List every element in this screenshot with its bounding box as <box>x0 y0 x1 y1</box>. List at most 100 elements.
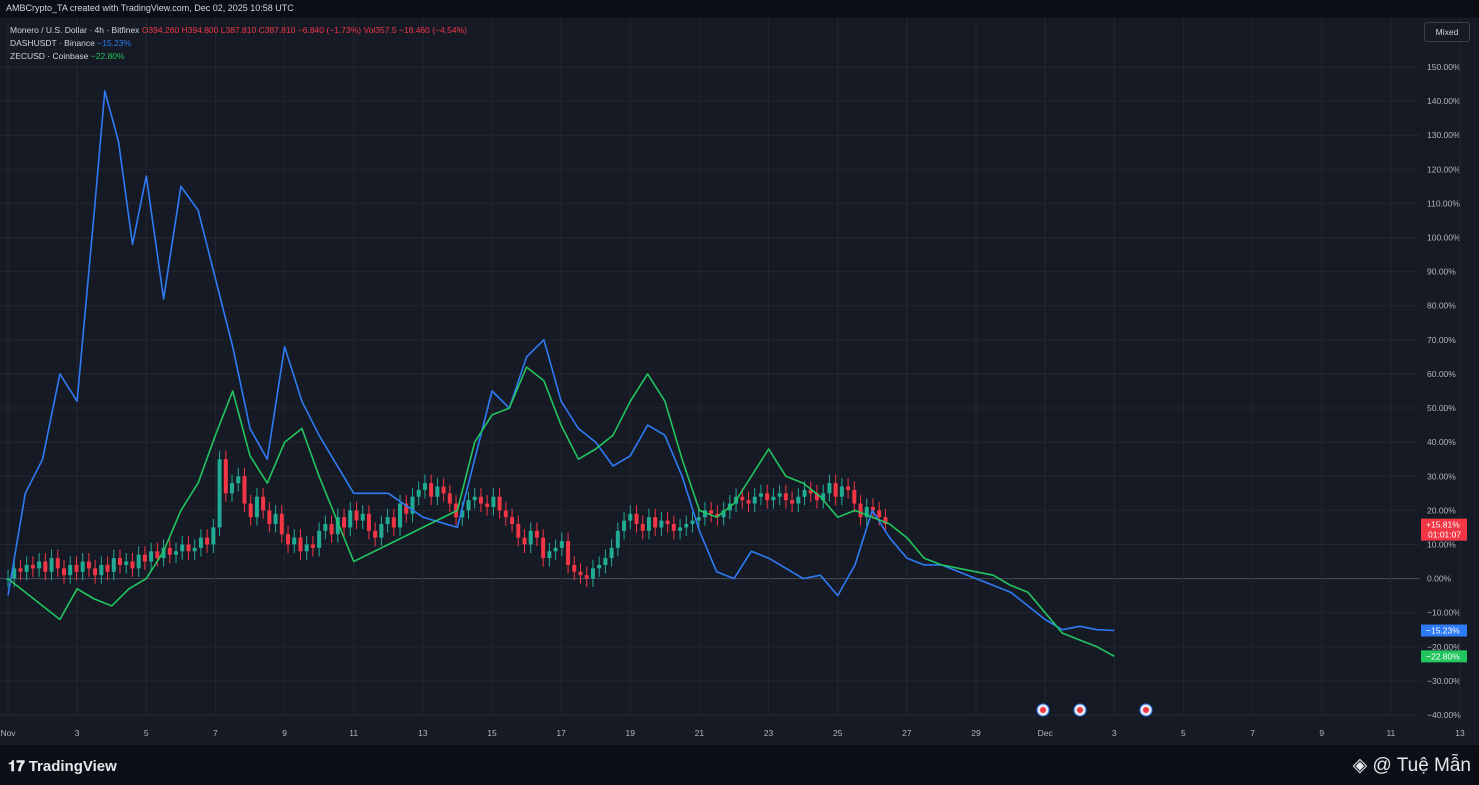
candle-body <box>472 496 477 501</box>
candle-body <box>49 558 54 572</box>
candle-body <box>590 568 595 579</box>
x-tick-label: 25 <box>833 728 843 738</box>
candle-body <box>653 517 658 528</box>
legend-main[interactable]: Monero / U.S. Dollar · 4h · Bitfinex O39… <box>10 24 467 37</box>
x-tick-label: 29 <box>971 728 981 738</box>
candle-body <box>852 489 857 504</box>
candle-body <box>534 530 539 538</box>
candle-body <box>230 483 235 494</box>
x-tick-label: 27 <box>902 728 912 738</box>
x-tick-label: Dec <box>1038 728 1054 738</box>
y-tick-label: 90.00% <box>1427 267 1456 277</box>
candle-body <box>161 547 166 559</box>
top-credit-bar: AMBCrypto_TA created with TradingView.co… <box>0 0 1479 18</box>
candle-body <box>478 496 483 504</box>
candle-body <box>279 513 284 535</box>
candle-body <box>740 496 745 501</box>
candle-body <box>391 517 396 528</box>
candle-body <box>864 506 869 518</box>
candle-body <box>422 483 427 490</box>
y-tick-label: 20.00% <box>1427 505 1456 515</box>
candle-body <box>217 459 222 528</box>
candle-body <box>783 493 788 501</box>
candle-body <box>304 544 309 552</box>
x-tick-label: 7 <box>213 728 218 738</box>
candle-body <box>622 520 627 531</box>
candle-body <box>696 517 701 521</box>
candle-body <box>690 520 695 525</box>
candle-body <box>503 510 508 518</box>
candle-body <box>124 561 129 565</box>
legend-zec[interactable]: ZECUSD · Coinbase −22.80% <box>10 50 467 63</box>
candle-body <box>186 544 191 552</box>
y-tick-label: −10.00% <box>1427 608 1461 618</box>
xmr-timer-badge: 01:01:07 <box>1428 530 1461 540</box>
scale-mode-button[interactable]: Mixed <box>1424 22 1470 42</box>
candle-body <box>68 564 73 576</box>
candle-body <box>136 554 141 569</box>
candle-body <box>547 551 552 559</box>
comparison-chart[interactable]: 150.00%140.00%130.00%120.00%110.00%100.0… <box>0 18 1479 745</box>
credit-text: AMBCrypto_TA created with TradingView.co… <box>6 3 294 13</box>
candle-body <box>634 513 639 525</box>
candle-body <box>671 524 676 531</box>
y-tick-label: 70.00% <box>1427 335 1456 345</box>
candle-body <box>130 561 135 569</box>
us-flag-event-icon-dot <box>1077 707 1083 713</box>
candle-body <box>746 500 751 504</box>
candle-body <box>870 506 875 511</box>
candle-body <box>684 524 689 528</box>
candle-body <box>223 459 228 494</box>
candle-body <box>572 564 577 572</box>
x-tick-label: 7 <box>1250 728 1255 738</box>
candle-body <box>516 524 521 538</box>
candle-body <box>43 561 48 572</box>
candle-body <box>30 564 35 569</box>
legend-dash[interactable]: DASHUSDT · Binance −15.23% <box>10 37 467 50</box>
candle-body <box>198 537 203 548</box>
y-tick-label: 120.00% <box>1427 164 1461 174</box>
x-tick-label: 13 <box>418 728 428 738</box>
candle-body <box>24 564 29 572</box>
candle-body <box>522 537 527 545</box>
candle-body <box>236 476 241 484</box>
candle-body <box>105 564 110 572</box>
candle-body <box>360 513 365 521</box>
candle-body <box>323 524 328 531</box>
candle-body <box>149 551 154 562</box>
candle-body <box>429 483 434 497</box>
candle-body <box>205 537 210 545</box>
candle-body <box>211 527 216 545</box>
candle-body <box>242 476 247 504</box>
chart-area[interactable]: 150.00% 140.00% 130.00% 120.00% 110.00% 100.0… <box>0 18 1479 745</box>
y-tick-label: 60.00% <box>1427 369 1456 379</box>
dash-price-badge: −15.23% <box>1426 626 1460 636</box>
candle-body <box>342 517 347 528</box>
candle-body <box>827 483 832 494</box>
candle-body <box>373 530 378 538</box>
candle-body <box>441 486 446 494</box>
legend-main-symbol: Monero / U.S. Dollar · 4h · Bitfinex <box>10 25 140 35</box>
y-tick-label: 30.00% <box>1427 471 1456 481</box>
y-tick-label: 130.00% <box>1427 130 1461 140</box>
candle-body <box>640 524 645 531</box>
tradingview-brand[interactable]: 𝟏𝟕 TradingView <box>8 758 117 775</box>
candle-body <box>584 575 589 579</box>
candle-body <box>86 561 91 569</box>
lightning-event-icon-dot <box>1040 707 1046 713</box>
candle-body <box>261 496 266 511</box>
candle-body <box>814 493 819 501</box>
candle-body <box>559 541 564 548</box>
candle-body <box>821 493 826 501</box>
candle-body <box>55 558 60 569</box>
x-tick-label: 19 <box>626 728 636 738</box>
candle-body <box>254 496 259 518</box>
candle-body <box>18 568 23 572</box>
x-tick-label: 11 <box>1386 728 1395 738</box>
candle-body <box>174 551 179 555</box>
y-tick-label: 50.00% <box>1427 403 1456 413</box>
x-tick-label: 23 <box>764 728 774 738</box>
candle-body <box>460 510 465 518</box>
candle-body <box>765 493 770 501</box>
candle-body <box>192 547 197 552</box>
